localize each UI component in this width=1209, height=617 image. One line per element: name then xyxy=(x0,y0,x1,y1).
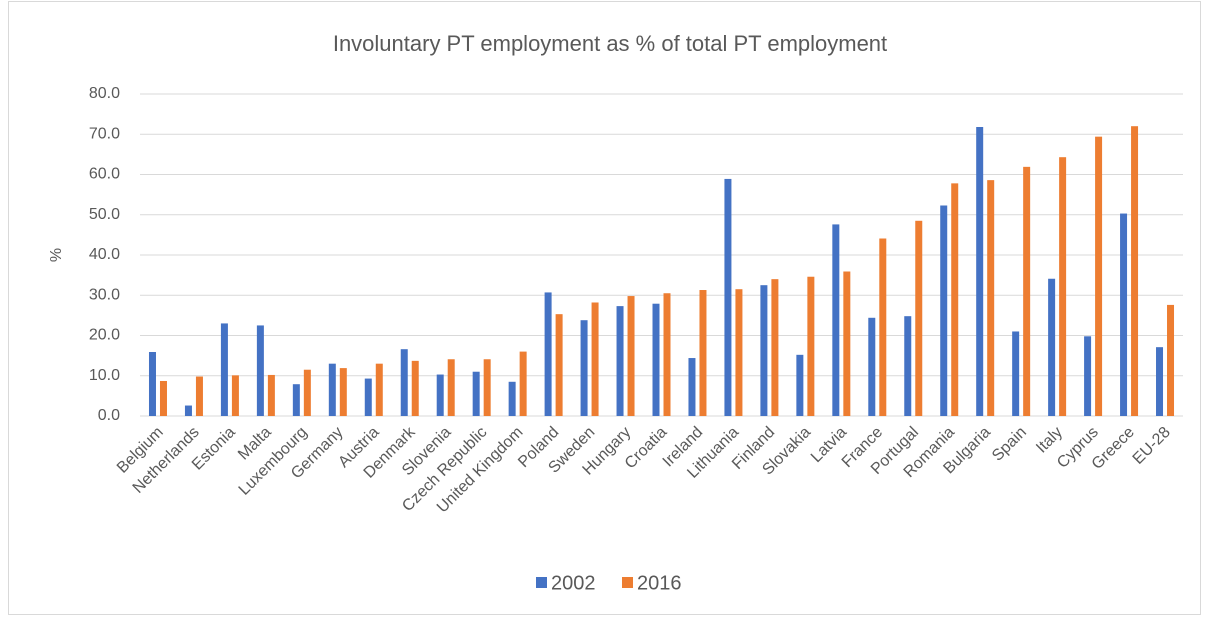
bar xyxy=(771,279,779,416)
bar xyxy=(987,180,995,416)
bar xyxy=(904,316,912,416)
bar xyxy=(879,238,887,416)
bar xyxy=(256,325,264,416)
chart-title: Involuntary PT employment as % of total … xyxy=(333,31,887,56)
bar xyxy=(375,363,383,416)
chart-border xyxy=(8,1,1201,615)
y-tick-label: 20.0 xyxy=(89,327,120,344)
bar xyxy=(843,271,851,416)
bar xyxy=(483,359,491,416)
bar xyxy=(292,384,300,416)
legend-label: 2002 xyxy=(551,572,596,594)
bar xyxy=(555,314,563,416)
y-tick-label: 30.0 xyxy=(89,286,120,303)
bar xyxy=(195,376,203,416)
bar xyxy=(1048,278,1056,416)
y-tick-label: 70.0 xyxy=(89,125,120,142)
bar xyxy=(159,380,167,416)
bar xyxy=(1084,336,1092,416)
bar xyxy=(1059,157,1067,416)
bar xyxy=(400,349,408,416)
bar xyxy=(976,127,984,416)
bar xyxy=(544,292,552,416)
bar xyxy=(1012,331,1020,416)
bar xyxy=(760,285,768,416)
y-tick-label: 80.0 xyxy=(89,85,120,102)
bar xyxy=(436,374,444,416)
bar xyxy=(868,317,876,416)
bar xyxy=(472,371,480,416)
bar xyxy=(339,368,347,416)
bar xyxy=(951,183,959,416)
bar xyxy=(1095,136,1103,417)
y-axis-label: % xyxy=(48,248,65,262)
bar xyxy=(447,359,455,416)
bar xyxy=(1131,126,1139,416)
bar xyxy=(303,369,311,416)
bar xyxy=(148,352,156,416)
bar xyxy=(411,360,419,416)
bar xyxy=(735,289,743,416)
bar xyxy=(1120,213,1128,416)
bar xyxy=(796,354,804,416)
bar xyxy=(832,224,840,416)
y-tick-label: 50.0 xyxy=(89,206,120,223)
legend-swatch xyxy=(536,577,547,588)
bar xyxy=(364,378,372,416)
bar xyxy=(627,296,635,416)
bar xyxy=(688,358,696,416)
bar xyxy=(1167,304,1175,416)
bar xyxy=(652,303,660,416)
y-tick-label: 40.0 xyxy=(89,246,120,263)
y-tick-label: 0.0 xyxy=(98,407,120,424)
y-tick-label: 60.0 xyxy=(89,166,120,183)
bar xyxy=(184,405,192,416)
bar xyxy=(1156,347,1164,416)
bar xyxy=(519,351,527,416)
bar xyxy=(591,302,599,416)
bar xyxy=(580,320,588,416)
bar xyxy=(220,323,228,416)
bar xyxy=(663,293,671,416)
bar xyxy=(267,374,275,416)
bar xyxy=(328,363,336,416)
bar xyxy=(508,381,516,416)
bar xyxy=(699,290,707,416)
bar xyxy=(724,178,732,416)
bar xyxy=(915,220,923,416)
bar xyxy=(1023,166,1031,416)
legend-swatch xyxy=(622,577,633,588)
legend-label: 2016 xyxy=(637,572,682,594)
bar xyxy=(940,205,948,416)
y-tick-label: 10.0 xyxy=(89,367,120,384)
bar xyxy=(231,375,239,416)
bar xyxy=(616,306,624,416)
bar xyxy=(807,276,815,416)
